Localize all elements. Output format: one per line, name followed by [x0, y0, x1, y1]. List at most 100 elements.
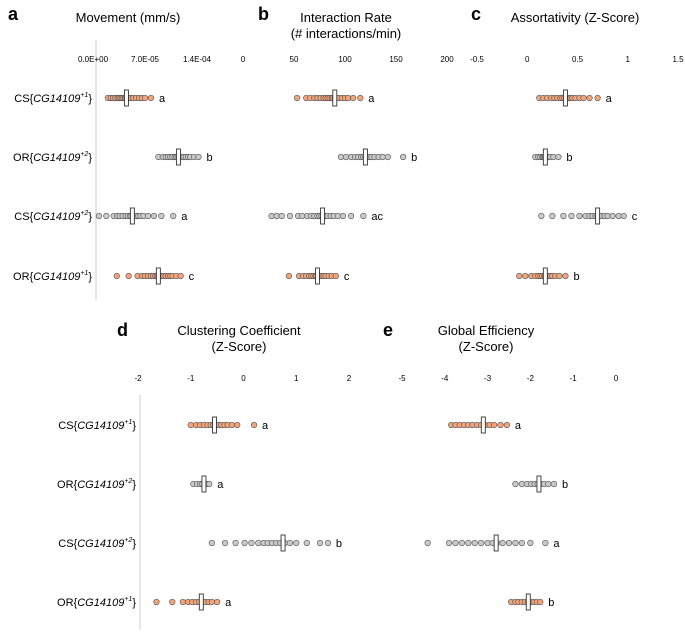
data-point — [334, 212, 341, 220]
mean-marker — [542, 267, 548, 285]
data-point — [424, 539, 431, 547]
data-point — [286, 539, 294, 547]
mean-marker — [123, 89, 129, 107]
data-point — [350, 94, 357, 102]
data-point — [169, 598, 176, 606]
significance-letter: a — [515, 420, 522, 432]
data-point — [452, 539, 459, 547]
tick-label: 0.5 — [572, 55, 584, 64]
data-point — [125, 272, 132, 280]
data-point — [195, 153, 202, 161]
mean-marker — [198, 593, 204, 611]
data-point — [232, 539, 239, 547]
data-point — [512, 480, 519, 488]
data-point — [538, 212, 545, 220]
panel-letter: c — [471, 4, 481, 24]
data-point — [580, 94, 587, 102]
data-point — [379, 153, 386, 161]
row-label: OR{CG14109+1} — [57, 596, 136, 609]
tick-label: 1.4E-04 — [183, 55, 212, 64]
significance-letter: a — [368, 93, 375, 105]
panel-subtitle: (# interactions/min) — [291, 26, 402, 41]
data-point — [208, 598, 215, 606]
panel-title: Clustering Coefficient — [177, 323, 301, 338]
significance-letter: b — [336, 538, 342, 550]
significance-letter: b — [573, 271, 579, 283]
data-point — [568, 212, 575, 220]
row-label: OR{CG14109+1} — [13, 270, 92, 283]
tick-label: 7.0E-05 — [131, 55, 160, 64]
data-point — [158, 212, 165, 220]
significance-letter: a — [553, 538, 560, 550]
data-point — [518, 539, 525, 547]
tick-label: -4 — [441, 374, 449, 383]
data-point — [545, 480, 552, 488]
data-point — [555, 153, 562, 161]
data-point — [179, 598, 186, 606]
significance-letter: b — [206, 152, 212, 164]
row-label: OR{CG14109+2} — [57, 478, 136, 491]
data-point — [228, 421, 235, 429]
tick-label: 0 — [241, 374, 246, 383]
data-point — [339, 212, 347, 220]
mean-marker — [201, 475, 207, 493]
significance-letter: c — [632, 211, 638, 223]
significance-letter: c — [189, 271, 195, 283]
data-point — [221, 539, 229, 547]
data-point — [153, 598, 160, 606]
tick-label: -5 — [398, 374, 406, 383]
tick-label: 2 — [347, 374, 352, 383]
data-point — [471, 539, 478, 547]
panel-subtitle: (Z-Score) — [212, 339, 267, 354]
row-label: CS{CG14109+2} — [14, 210, 92, 223]
data-point — [594, 94, 601, 102]
mean-marker — [175, 148, 181, 166]
tick-label: 100 — [338, 55, 352, 64]
data-point — [214, 598, 221, 606]
significance-letter: a — [225, 597, 232, 609]
data-point — [560, 212, 567, 220]
data-point — [348, 212, 355, 220]
significance-letter: b — [411, 152, 417, 164]
row-label: CS{CG14109+1} — [58, 419, 136, 432]
mean-marker — [320, 207, 326, 225]
data-point — [518, 480, 525, 488]
tick-label: 1 — [294, 374, 299, 383]
row-label: CS{CG14109+2} — [58, 537, 136, 550]
mean-marker — [493, 534, 499, 552]
mean-marker — [155, 267, 161, 285]
data-point — [478, 539, 485, 547]
data-point — [332, 272, 339, 280]
mean-marker — [525, 593, 531, 611]
data-point — [293, 539, 300, 547]
data-point — [248, 539, 255, 547]
data-point — [516, 272, 523, 280]
data-point — [497, 421, 504, 429]
data-point — [576, 212, 583, 220]
panel-title: Interaction Rate — [300, 10, 392, 25]
data-point — [465, 539, 472, 547]
data-point — [141, 94, 149, 102]
data-point — [177, 272, 184, 280]
significance-letter: b — [548, 597, 554, 609]
data-point — [586, 94, 593, 102]
data-point — [293, 94, 301, 102]
significance-letter: b — [562, 479, 568, 491]
panel-letter: b — [258, 4, 269, 24]
tick-label: -2 — [527, 374, 535, 383]
data-point — [556, 272, 563, 280]
panel-title: Global Efficiency — [438, 323, 535, 338]
significance-letter: a — [262, 420, 269, 432]
data-point — [537, 598, 544, 606]
tick-label: 50 — [290, 55, 299, 64]
data-point — [234, 421, 241, 429]
panel-letter: e — [383, 320, 393, 340]
panel-letter: d — [117, 320, 128, 340]
mean-marker — [129, 207, 135, 225]
significance-letter: a — [181, 211, 188, 223]
mean-marker — [280, 534, 286, 552]
data-point — [620, 212, 627, 220]
data-point — [250, 421, 258, 429]
data-point — [484, 539, 491, 547]
data-point — [241, 539, 248, 547]
